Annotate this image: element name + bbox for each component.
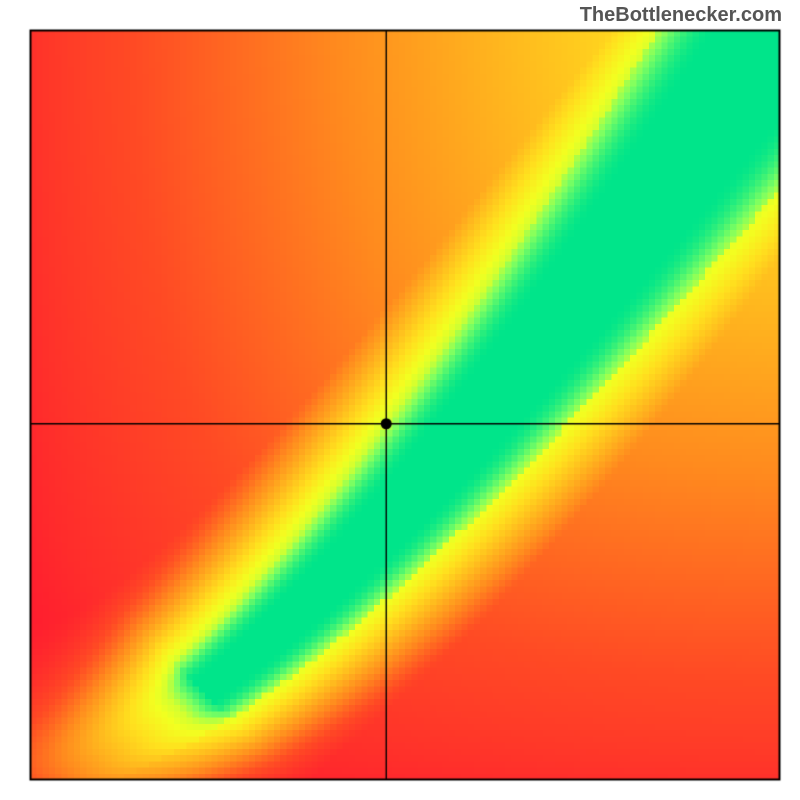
watermark-label: TheBottlenecker.com bbox=[0, 4, 782, 27]
chart-container: TheBottlenecker.com bbox=[0, 0, 800, 800]
overlay-canvas bbox=[0, 0, 800, 800]
